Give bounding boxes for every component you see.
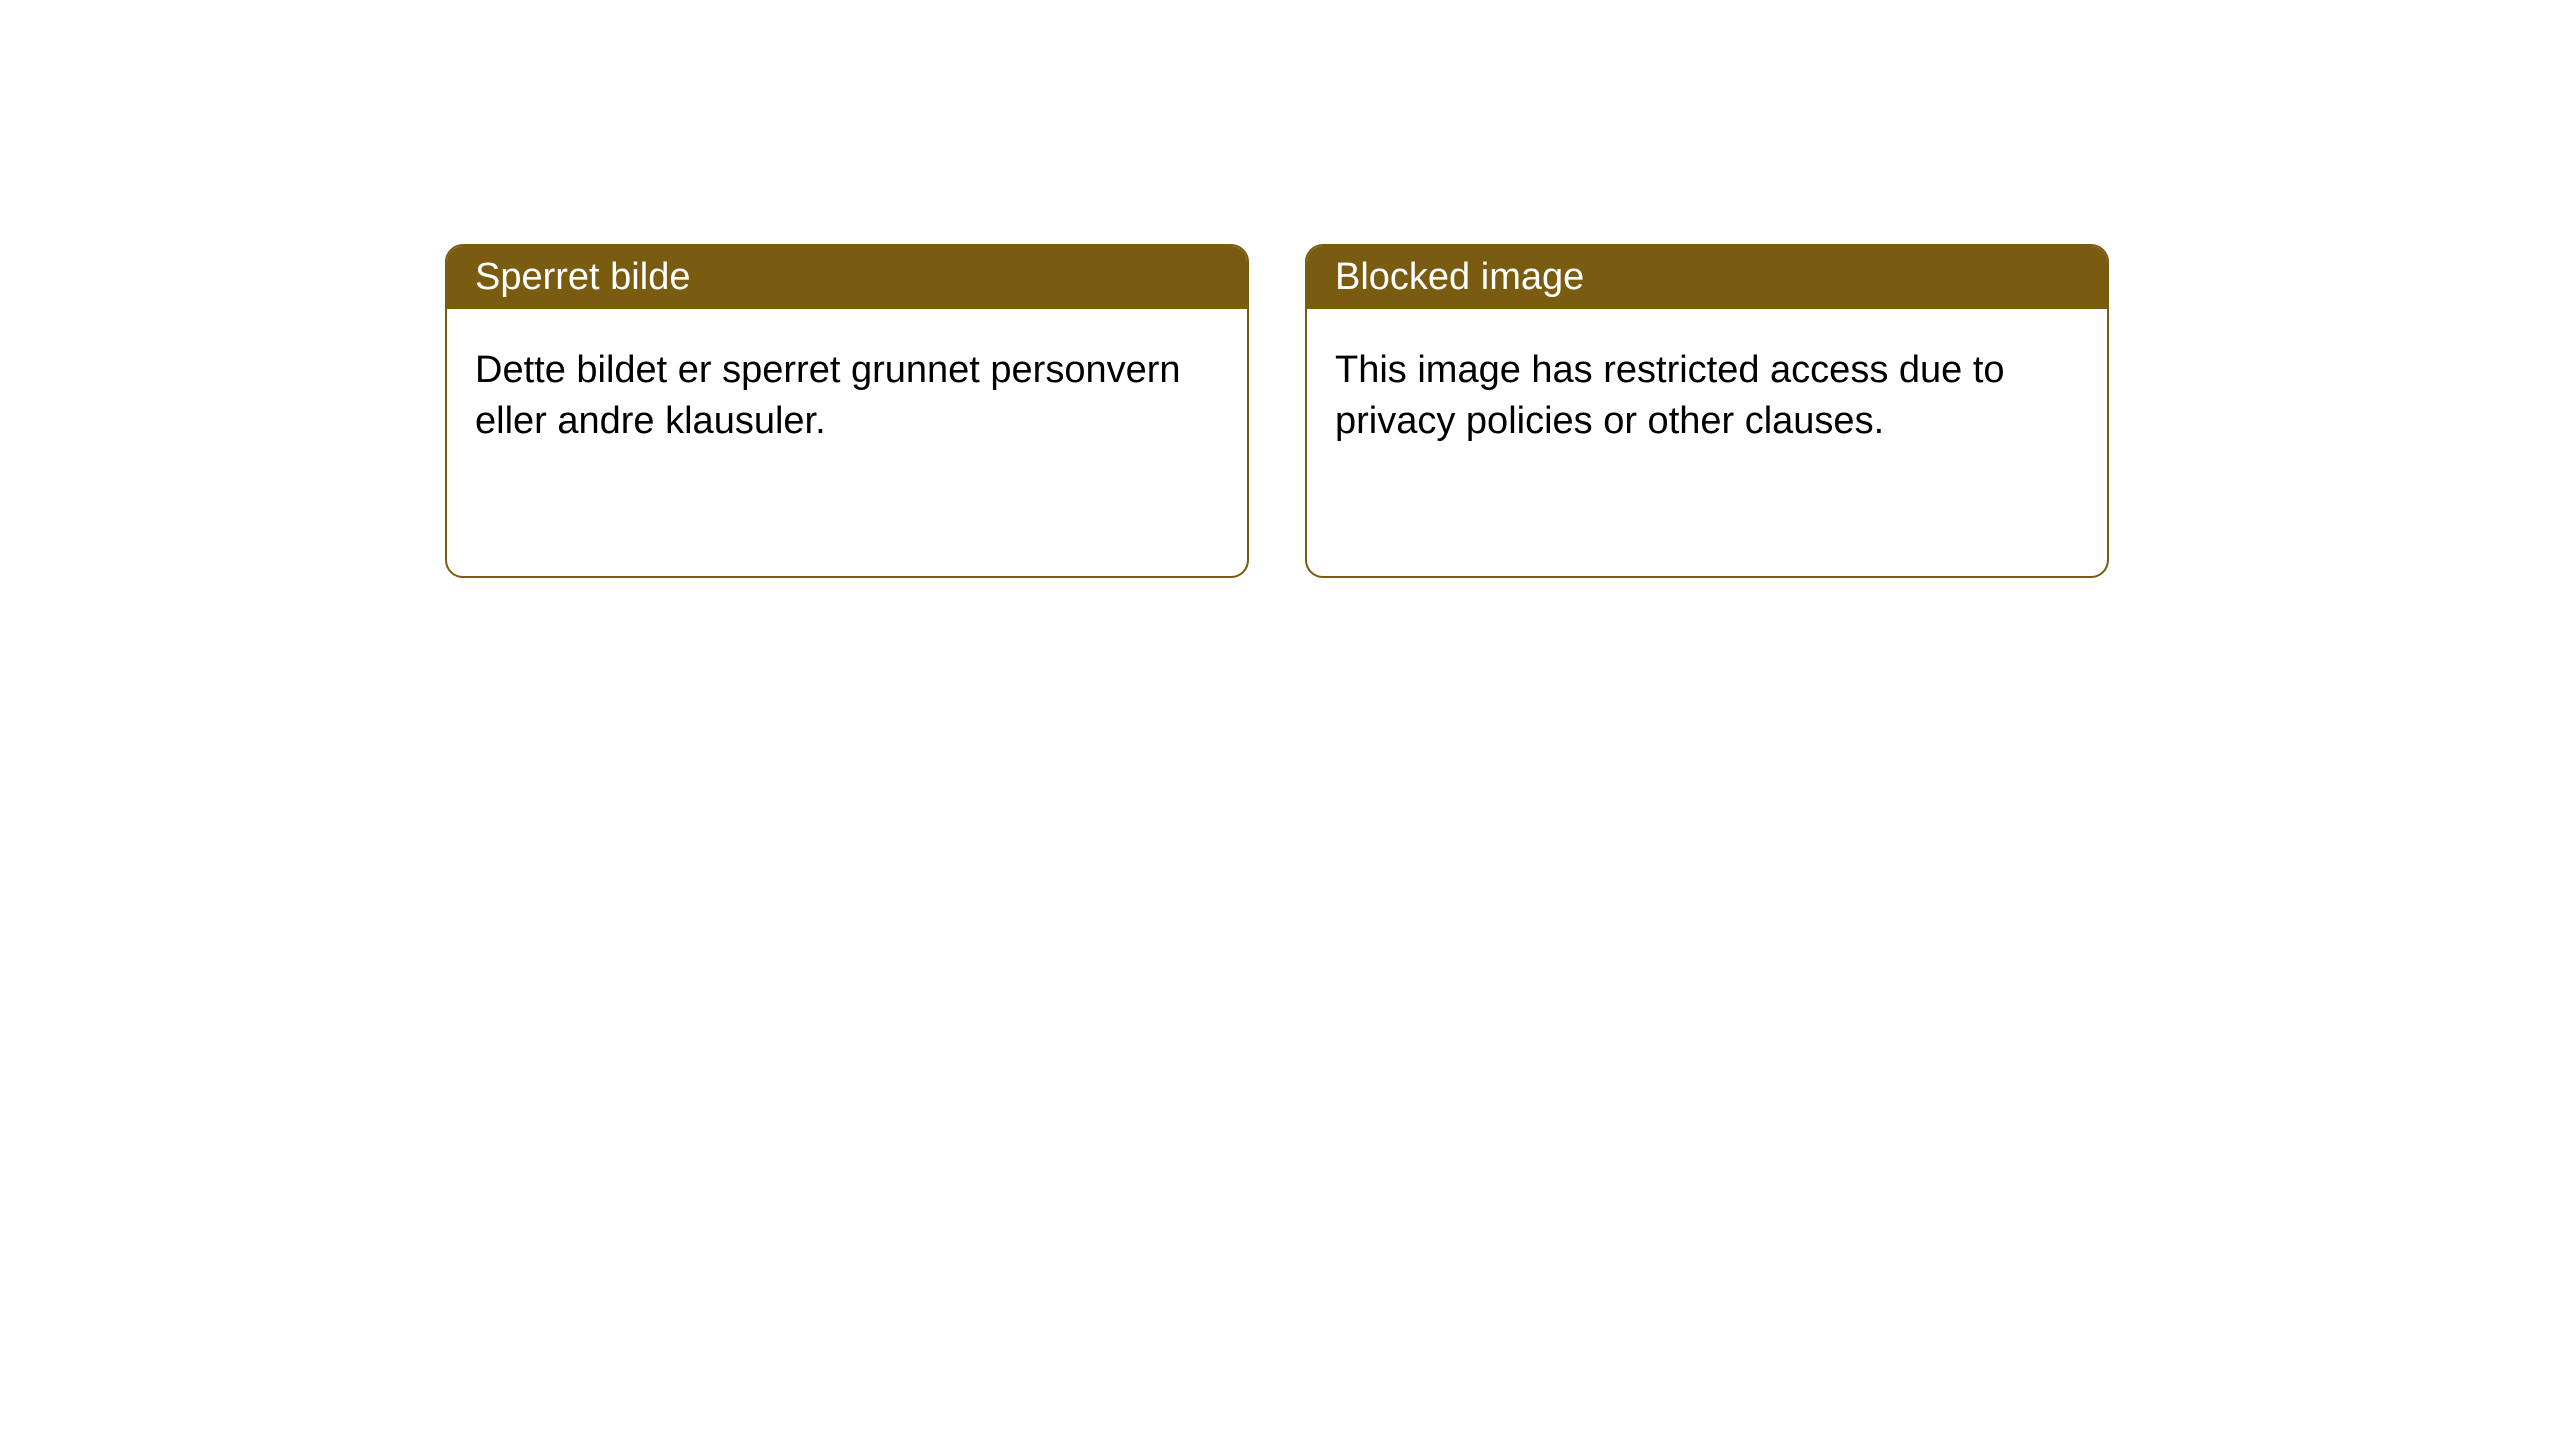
card-body-no: Dette bildet er sperret grunnet personve… bbox=[447, 309, 1247, 484]
notice-cards-container: Sperret bilde Dette bildet er sperret gr… bbox=[0, 0, 2560, 578]
blocked-image-card-en: Blocked image This image has restricted … bbox=[1305, 244, 2109, 578]
card-title-en: Blocked image bbox=[1307, 246, 2107, 309]
card-title-no: Sperret bilde bbox=[447, 246, 1247, 309]
blocked-image-card-no: Sperret bilde Dette bildet er sperret gr… bbox=[445, 244, 1249, 578]
card-body-en: This image has restricted access due to … bbox=[1307, 309, 2107, 484]
